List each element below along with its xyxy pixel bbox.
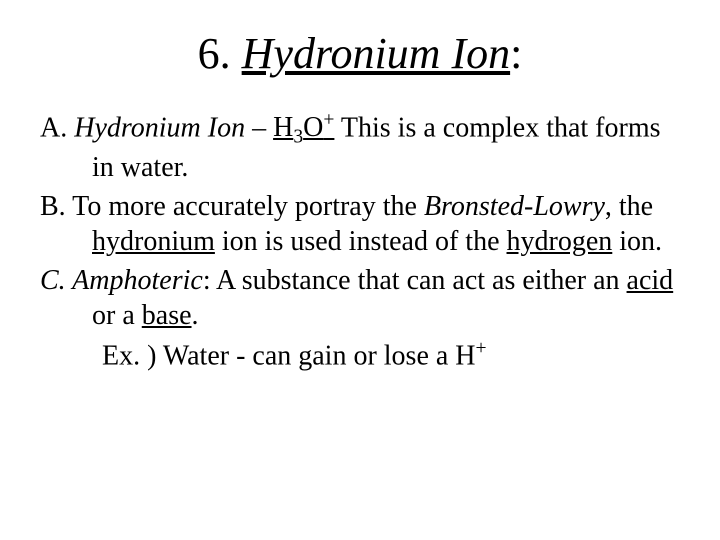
item-a: A. Hydronium Ion – H3O+ This is a comple… bbox=[40, 109, 680, 185]
item-c-amph: Amphoteric bbox=[72, 265, 203, 296]
item-a-label: A. bbox=[40, 112, 74, 143]
title-number: 6. bbox=[198, 29, 242, 78]
formula-sup: + bbox=[323, 110, 334, 131]
formula-part: H3O+ bbox=[273, 112, 334, 143]
item-b: B. To more accurately portray the Bronst… bbox=[40, 189, 680, 259]
slide-title: 6. Hydronium Ion: bbox=[40, 28, 680, 79]
example-label: Ex. ) bbox=[102, 341, 163, 372]
item-b-t1: To more accurately portray the bbox=[72, 191, 424, 222]
item-b-t2: , the bbox=[605, 191, 653, 222]
item-b-t3: ion is used instead of the bbox=[215, 226, 507, 257]
item-a-dash: – bbox=[245, 112, 273, 143]
item-b-hydronium: hydronium bbox=[92, 226, 215, 257]
item-b-bronsted: Bronsted-Lowry bbox=[424, 191, 605, 222]
example-t1: Water - can gain or lose a H bbox=[163, 341, 476, 372]
item-c-t1: : A substance that can act as either an bbox=[203, 265, 627, 296]
item-c-t3: . bbox=[192, 300, 199, 331]
item-c-t2: or a bbox=[92, 300, 142, 331]
item-a-term: Hydronium Ion bbox=[74, 112, 245, 143]
title-main: Hydronium Ion bbox=[242, 29, 510, 78]
formula-sub: 3 bbox=[293, 127, 303, 148]
item-b-t4: ion. bbox=[612, 226, 662, 257]
item-c: C. Amphoteric: A substance that can act … bbox=[40, 263, 680, 333]
item-c-base: base bbox=[142, 300, 192, 331]
item-c-label: C. bbox=[40, 265, 72, 296]
title-colon: : bbox=[510, 29, 522, 78]
item-b-label: B. bbox=[40, 191, 72, 222]
formula-o: O bbox=[303, 112, 323, 143]
formula-h: H bbox=[273, 112, 293, 143]
slide-container: 6. Hydronium Ion: A. Hydronium Ion – H3O… bbox=[0, 0, 720, 540]
example-sup: + bbox=[476, 338, 487, 359]
item-example: Ex. ) Water - can gain or lose a H+ bbox=[40, 337, 680, 373]
item-b-hydrogen: hydrogen bbox=[507, 226, 613, 257]
slide-body: A. Hydronium Ion – H3O+ This is a comple… bbox=[40, 109, 680, 374]
item-c-acid: acid bbox=[627, 265, 674, 296]
